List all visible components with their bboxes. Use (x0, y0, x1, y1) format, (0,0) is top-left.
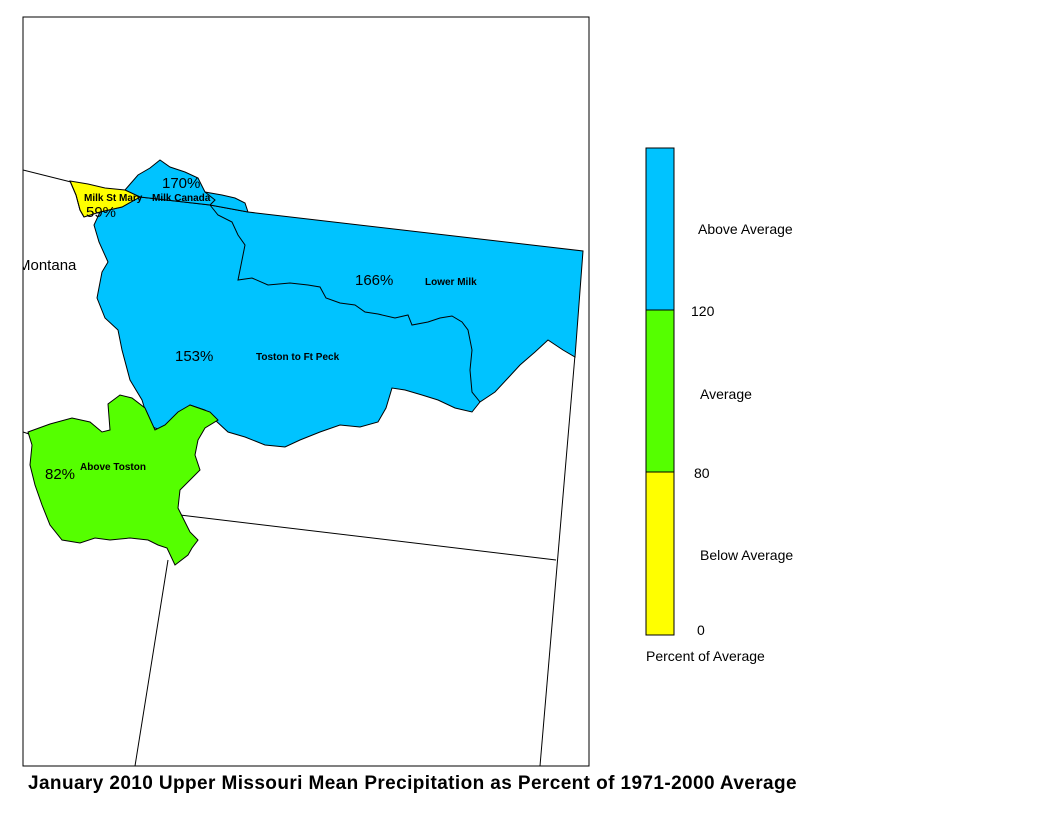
basin-main-above (93, 196, 584, 448)
basin-name-milk-st-mary: Milk St Mary (84, 193, 143, 204)
state-label-montana: Montana (18, 257, 77, 274)
legend-title: Percent of Average (646, 648, 765, 664)
basin-above-toston (27, 394, 219, 566)
legend-break-120: 120 (691, 303, 715, 319)
basin-divides (69, 180, 481, 403)
basin-percent-lower-milk: 166% (355, 272, 393, 289)
state-boundaries (23, 169, 576, 766)
basin-percent-milk-st-mary: 59% (86, 204, 116, 221)
legend-swatch-above-average (645, 147, 675, 311)
legend-swatch-average (645, 309, 675, 473)
basin-name-toston-to-ft-peck: Toston to Ft Peck (256, 352, 340, 363)
legend-label-below-average: Below Average (700, 547, 793, 563)
legend-break-0: 0 (697, 622, 705, 638)
map-title: January 2010 Upper Missouri Mean Precipi… (28, 773, 797, 794)
basin-name-above-toston: Above Toston (80, 462, 146, 473)
basin-percent-milk-canada: 170% (162, 175, 200, 192)
basin-name-lower-milk: Lower Milk (425, 277, 477, 288)
legend-label-average: Average (700, 386, 752, 402)
basin-percent-toston-to-ft-peck: 153% (175, 348, 213, 365)
legend: Above Average 120 Average 80 Below Avera… (645, 147, 793, 664)
legend-swatch-below-average (645, 471, 675, 636)
basin-percent-above-toston: 82% (45, 466, 75, 483)
legend-label-above-average: Above Average (698, 221, 793, 237)
basin-name-milk-canada: Milk Canada (152, 193, 211, 204)
legend-break-80: 80 (694, 465, 710, 481)
